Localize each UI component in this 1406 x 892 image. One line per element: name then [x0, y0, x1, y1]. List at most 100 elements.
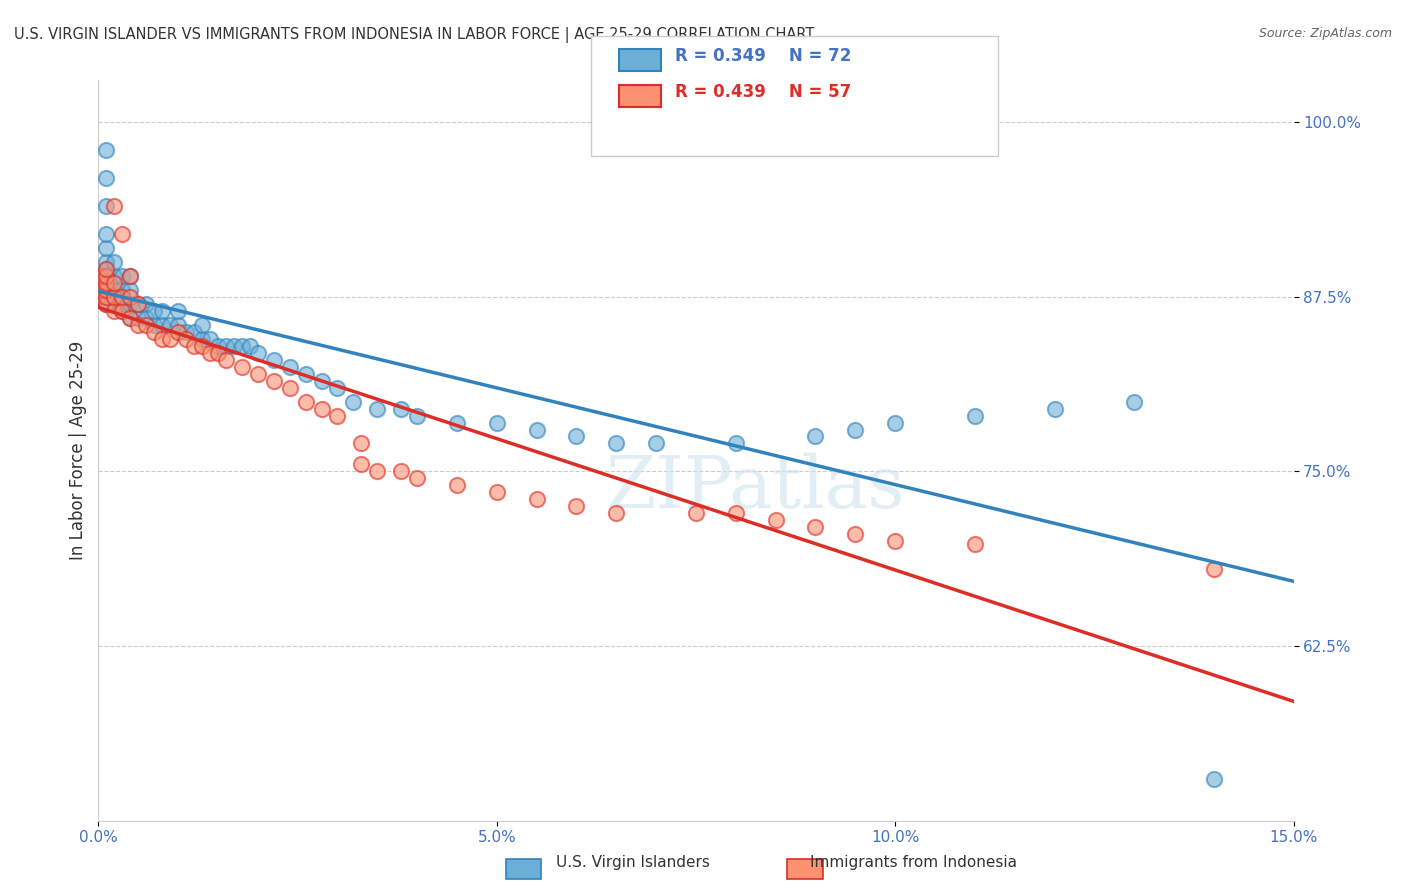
Point: [685, 506, 707, 520]
Text: R = 0.439    N = 57: R = 0.439 N = 57: [675, 83, 851, 101]
Point: [191, 332, 214, 346]
Point: [183, 325, 205, 339]
Point: [103, 199, 125, 213]
Point: [96, 276, 118, 290]
Point: [87, 290, 110, 304]
Point: [724, 436, 747, 450]
Point: [222, 339, 245, 353]
Point: [446, 416, 468, 430]
Point: [120, 283, 142, 297]
Point: [884, 416, 907, 430]
Point: [263, 352, 285, 367]
Point: [1043, 401, 1066, 416]
Point: [135, 297, 157, 311]
Text: U.S. Virgin Islanders: U.S. Virgin Islanders: [555, 855, 710, 870]
Point: [167, 303, 190, 318]
Point: [1202, 562, 1225, 576]
Point: [96, 241, 118, 255]
Point: [198, 332, 221, 346]
Point: [183, 339, 205, 353]
Point: [198, 345, 221, 359]
Text: R = 0.349    N = 72: R = 0.349 N = 72: [675, 47, 851, 65]
Text: Immigrants from Indonesia: Immigrants from Indonesia: [810, 855, 1018, 870]
Point: [278, 381, 301, 395]
Point: [120, 310, 142, 325]
Point: [389, 401, 412, 416]
Point: [311, 374, 333, 388]
Point: [96, 290, 118, 304]
Text: ZIPatlas: ZIPatlas: [606, 452, 905, 523]
Point: [111, 283, 134, 297]
Point: [278, 359, 301, 374]
Point: [103, 290, 125, 304]
Point: [963, 537, 986, 551]
Point: [96, 268, 118, 283]
Point: [350, 458, 373, 472]
Point: [103, 268, 125, 283]
Point: [135, 318, 157, 332]
Y-axis label: In Labor Force | Age 25-29: In Labor Force | Age 25-29: [69, 341, 87, 560]
Point: [350, 436, 373, 450]
Point: [724, 506, 747, 520]
Point: [884, 534, 907, 549]
Point: [605, 506, 627, 520]
Point: [135, 310, 157, 325]
Point: [96, 276, 118, 290]
Point: [263, 374, 285, 388]
Point: [96, 268, 118, 283]
Point: [159, 332, 181, 346]
Point: [120, 268, 142, 283]
Point: [294, 367, 316, 381]
Point: [191, 318, 214, 332]
Point: [127, 318, 149, 332]
Point: [96, 297, 118, 311]
Point: [96, 199, 118, 213]
Point: [103, 303, 125, 318]
Point: [366, 401, 388, 416]
Point: [342, 394, 364, 409]
Point: [389, 464, 412, 478]
Point: [120, 310, 142, 325]
Point: [103, 283, 125, 297]
Point: [87, 268, 110, 283]
Point: [366, 464, 388, 478]
Point: [231, 359, 253, 374]
Point: [167, 325, 190, 339]
Point: [167, 318, 190, 332]
Point: [96, 297, 118, 311]
Text: Source: ZipAtlas.com: Source: ZipAtlas.com: [1258, 27, 1392, 40]
Point: [207, 339, 229, 353]
Point: [143, 318, 166, 332]
Point: [804, 429, 827, 443]
Point: [96, 261, 118, 276]
Point: [120, 297, 142, 311]
Point: [485, 485, 508, 500]
Point: [1202, 772, 1225, 786]
Point: [239, 339, 262, 353]
Point: [87, 283, 110, 297]
Point: [143, 303, 166, 318]
Point: [844, 527, 866, 541]
Point: [103, 276, 125, 290]
Point: [96, 261, 118, 276]
Point: [111, 297, 134, 311]
Point: [215, 352, 238, 367]
Point: [231, 339, 253, 353]
Point: [111, 303, 134, 318]
Point: [111, 227, 134, 241]
Point: [215, 339, 238, 353]
Point: [103, 297, 125, 311]
Point: [294, 394, 316, 409]
Point: [326, 409, 349, 423]
Point: [765, 513, 787, 527]
Point: [96, 171, 118, 186]
Point: [326, 381, 349, 395]
Point: [565, 500, 588, 514]
Point: [127, 310, 149, 325]
Point: [406, 471, 429, 485]
Point: [526, 423, 548, 437]
Point: [446, 478, 468, 492]
Point: [96, 227, 118, 241]
Point: [120, 268, 142, 283]
Point: [103, 290, 125, 304]
